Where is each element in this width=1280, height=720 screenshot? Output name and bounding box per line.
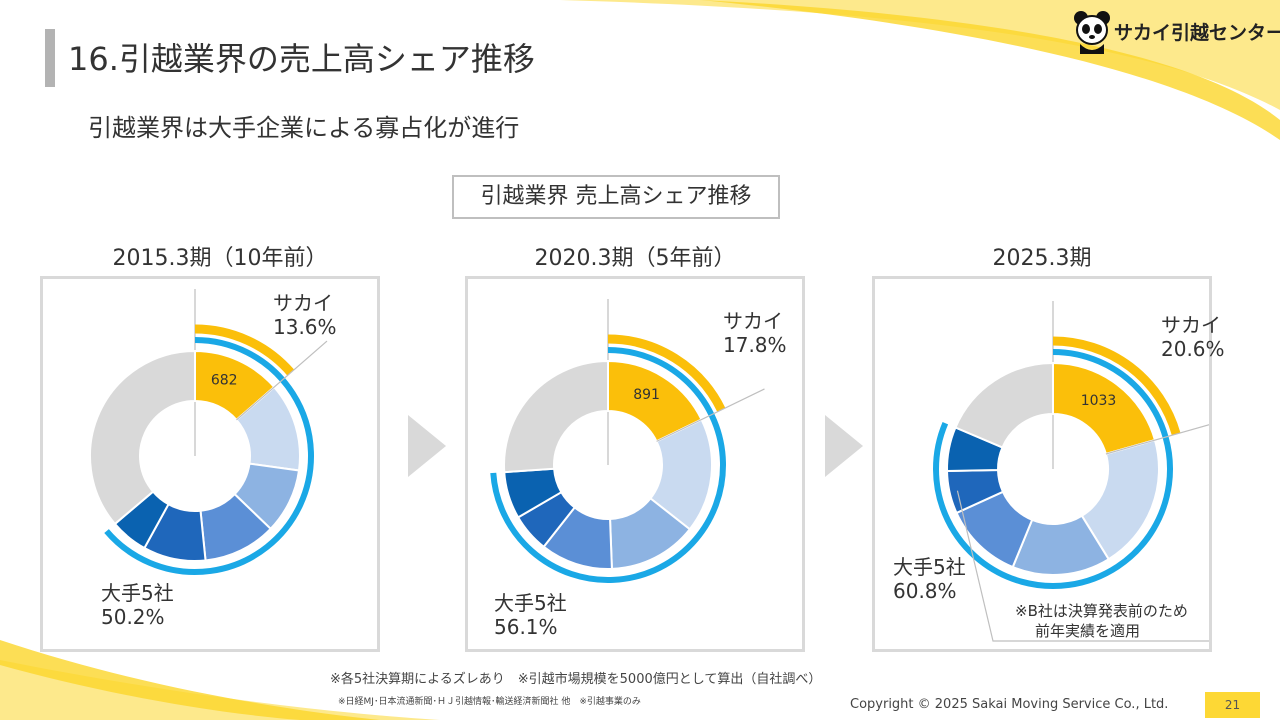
others-slice <box>954 361 1054 449</box>
arrow-right-icon <box>825 415 863 477</box>
donut-chart-2015: 682 <box>89 289 328 575</box>
arrow-right-icon <box>408 415 446 477</box>
footnote-1: ※各5社決算期によるズレあり ※引越市場規模を5000億円として算出（自社調べ） <box>330 672 822 687</box>
big5-share-ring <box>490 347 726 583</box>
big5-label: 大手5社 <box>893 555 966 579</box>
sakai-label: サカイ <box>273 291 333 315</box>
footnote-2: ※日経MJ･日本流通新聞･ＨＪ引越情報･輸送経済新聞社 他 ※引越事業のみ <box>338 697 641 707</box>
sakai-label: サカイ <box>723 309 783 333</box>
big5-share: 56.1% <box>494 615 558 639</box>
title-accent-bar <box>45 29 55 87</box>
big5-label: 大手5社 <box>101 581 174 605</box>
big5-share: 60.8% <box>893 579 957 603</box>
big5-label: 大手5社 <box>494 591 567 615</box>
period-label-2025: 2025.3期 <box>992 246 1092 271</box>
sakai-share-ring <box>1052 336 1181 436</box>
sakai-share-ring <box>607 334 726 412</box>
donut-chart-2025: 1033 <box>933 301 1209 642</box>
chart-panel-2020: 891 サカイ 17.8% 大手5社 56.1% <box>465 276 805 652</box>
chart-panel-2015: 682 サカイ 13.6% 大手5社 50.2% <box>40 276 380 652</box>
b-company-note: ※B社は決算発表前のため 前年実績を適用 <box>1015 601 1188 641</box>
page-title: 16.引越業界の売上高シェア推移 <box>68 40 535 78</box>
period-label-2020: 2020.3期（5年前） <box>534 246 736 271</box>
panda-logo-icon <box>1074 11 1110 54</box>
company-logo: サカイ引越センター <box>1072 6 1280 56</box>
note-leader-line <box>956 490 1209 642</box>
chart-panel-2025: 1033 サカイ 20.6% 大手5社 60.8% ※B社は決算発表前のため 前… <box>872 276 1225 652</box>
chart-title: 引越業界 売上高シェア推移 <box>452 175 780 219</box>
b-company-note-line1: ※B社は決算発表前のため <box>1015 602 1188 620</box>
others-slice <box>503 359 609 474</box>
copyright: Copyright © 2025 Sakai Moving Service Co… <box>850 697 1169 712</box>
logo-text: サカイ引越センター <box>1114 22 1280 44</box>
sakai-value-label: 682 <box>211 372 238 388</box>
others-slice <box>89 349 196 526</box>
page-number: 21 <box>1205 692 1260 718</box>
b-company-note-line2: 前年実績を適用 <box>1035 622 1141 640</box>
sakai-leader-line <box>656 388 765 442</box>
sakai-label: サカイ <box>1161 313 1221 337</box>
big5-share-ring <box>104 337 314 575</box>
page-subtitle: 引越業界は大手企業による寡占化が進行 <box>88 114 520 142</box>
sakai-leader-line <box>236 340 328 421</box>
sakai-share: 13.6% <box>273 315 337 339</box>
donut-chart-2020: 891 <box>490 299 765 583</box>
sakai-share: 20.6% <box>1161 337 1225 361</box>
sakai-value-label: 1033 <box>1081 393 1117 409</box>
sakai-leader-line <box>1105 424 1209 455</box>
sakai-value-label: 891 <box>633 387 660 403</box>
sakai-share-ring <box>194 324 295 376</box>
big5-share-ring <box>933 349 1173 589</box>
sakai-share: 17.8% <box>723 333 787 357</box>
big5-share: 50.2% <box>101 605 165 629</box>
period-label-2015: 2015.3期（10年前） <box>112 246 328 271</box>
